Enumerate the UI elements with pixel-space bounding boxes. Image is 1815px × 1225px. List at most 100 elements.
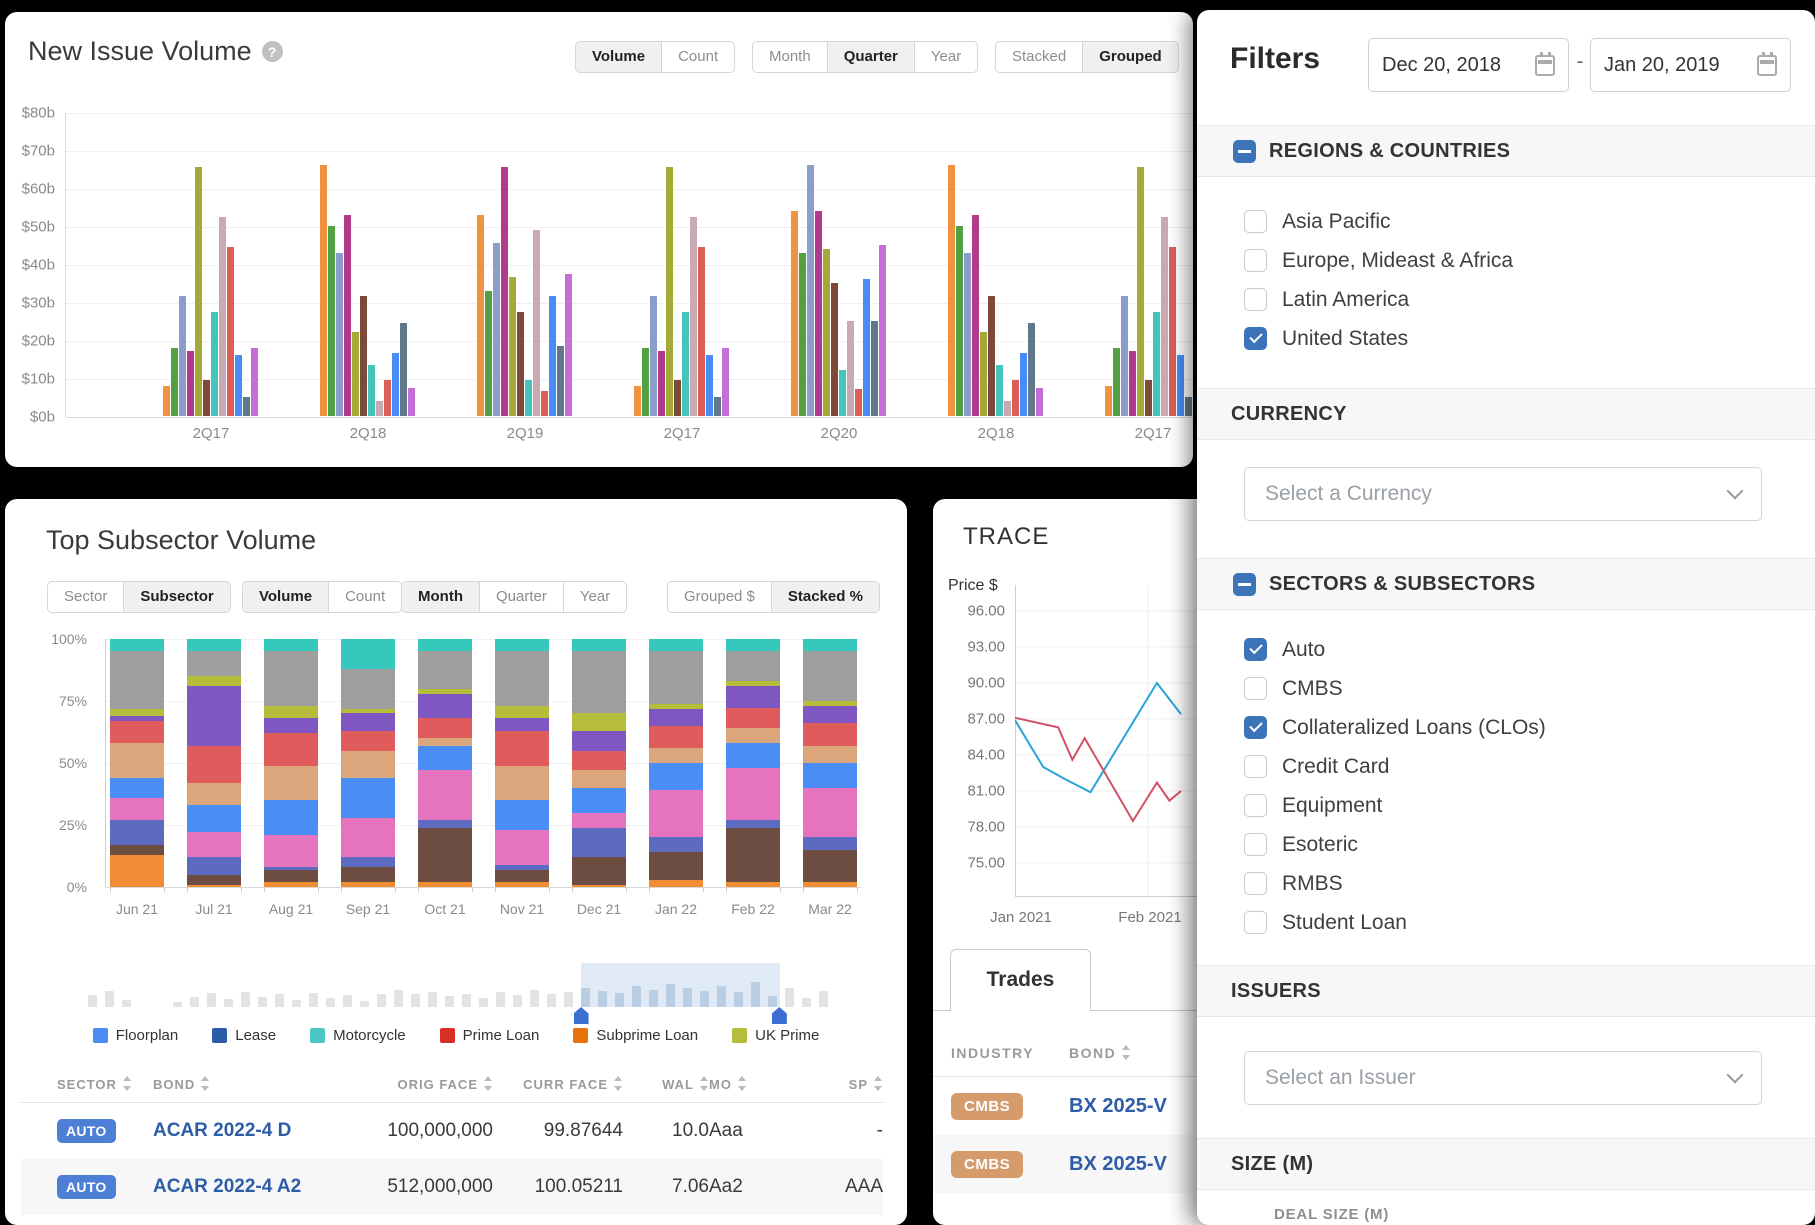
checkbox-row-asia-pacific[interactable]: Asia Pacific [1244, 207, 1391, 236]
filters-title: Filters [1230, 42, 1321, 75]
checkbox-checked[interactable] [1244, 716, 1267, 739]
checkbox-row-credit-card[interactable]: Credit Card [1244, 752, 1389, 781]
checkbox-checked[interactable] [1244, 327, 1267, 350]
calendar-icon[interactable] [1757, 51, 1777, 76]
sort-icon[interactable] [1122, 1044, 1131, 1060]
checkbox-unchecked[interactable] [1244, 677, 1267, 700]
chart-range-minimap[interactable] [88, 963, 840, 1025]
help-icon[interactable]: ? [261, 41, 283, 62]
date-from-input[interactable]: Dec 20, 2018 [1368, 38, 1569, 92]
bond-link[interactable]: ACAR 2022-4 D [153, 1120, 292, 1141]
column-header-bond[interactable]: BOND [153, 1075, 365, 1092]
segment-feb-22-segment-11 [726, 639, 780, 652]
checkbox-row-auto[interactable]: Auto [1244, 635, 1325, 664]
checkbox-row-equipment[interactable]: Equipment [1244, 791, 1382, 820]
toggle-option-count[interactable]: Count [328, 582, 401, 612]
bar-series-7 [368, 364, 375, 416]
collapse-icon[interactable] [1233, 572, 1256, 596]
bar-series-2 [1113, 347, 1120, 416]
toggle-option-grouped[interactable]: Grouped $ [684, 588, 755, 605]
toggle-option-quarter[interactable]: Quarter [478, 582, 563, 612]
toggle-option-quarter[interactable]: Quarter [826, 42, 914, 72]
column-header-wal[interactable]: WAL [623, 1075, 709, 1092]
checkbox-row-collateralized-loans-clos[interactable]: Collateralized Loans (CLOs) [1244, 713, 1546, 742]
stacked-bar-jul-21[interactable] [187, 639, 241, 887]
bar-series-3 [179, 296, 186, 416]
sort-icon[interactable] [614, 1075, 623, 1091]
trades-row[interactable]: CMBS BX 2025-V [933, 1077, 1545, 1135]
toggle-option-volume[interactable]: Volume [576, 42, 662, 72]
bond-link[interactable]: BX 2025-V [1069, 1094, 1167, 1117]
checkbox-row-latin-america[interactable]: Latin America [1244, 285, 1409, 314]
column-header-label: ORIG FACE [397, 1076, 478, 1092]
toggle-option-month[interactable]: Month [402, 582, 479, 612]
minimap-handle-right[interactable] [771, 1007, 787, 1024]
checkbox-unchecked[interactable] [1244, 755, 1267, 778]
checkbox-unchecked[interactable] [1244, 288, 1267, 311]
checkbox-unchecked[interactable] [1244, 210, 1267, 233]
column-header-mo[interactable]: MO [709, 1075, 799, 1092]
checkbox-unchecked[interactable] [1244, 249, 1267, 272]
column-header-industry[interactable]: INDUSTRY [951, 1045, 1069, 1061]
minimap-selection-window[interactable] [580, 963, 780, 1007]
issuer-select[interactable]: Select an Issuer [1244, 1051, 1762, 1105]
column-header-bond[interactable]: BOND [1069, 1044, 1369, 1061]
collapse-icon[interactable] [1233, 139, 1256, 163]
toggle-option-grouped[interactable]: Grouped [1082, 42, 1178, 72]
sort-icon[interactable] [122, 1075, 132, 1091]
currency-select[interactable]: Select a Currency [1244, 467, 1762, 521]
bond-link[interactable]: ACAR 2022-4 A2 [153, 1176, 302, 1197]
column-header-sector[interactable]: SECTOR [57, 1075, 153, 1092]
toggle-option-stacked[interactable]: Stacked [1012, 48, 1067, 65]
bar-series-2 [171, 347, 178, 416]
minimap-handle-left[interactable] [573, 1007, 589, 1024]
stacked-bar-aug-21[interactable] [264, 639, 318, 887]
date-to-input[interactable]: Jan 20, 2019 [1590, 38, 1791, 92]
checkbox-checked[interactable] [1244, 638, 1267, 661]
sort-icon[interactable] [700, 1075, 709, 1091]
checkbox-row-student-loan[interactable]: Student Loan [1244, 908, 1407, 937]
checkbox-row-europe-mideast-africa[interactable]: Europe, Mideast & Africa [1244, 246, 1513, 275]
table-row[interactable]: AUTO ACAR 2022-4 D 100,000,000 99.87644 10.0… [21, 1103, 883, 1159]
checkbox-row-esoteric[interactable]: Esoteric [1244, 830, 1358, 859]
toggle-option-month[interactable]: Month [769, 48, 811, 65]
toggle-option-count[interactable]: Count [661, 42, 734, 72]
stacked-bar-sep-21[interactable] [341, 639, 395, 887]
column-header-curr-face[interactable]: CURR FACE [493, 1075, 623, 1092]
column-header-label: WAL [662, 1076, 694, 1092]
bar-group-2q17 [1105, 167, 1193, 416]
tab-trades[interactable]: Trades [950, 949, 1091, 1011]
toggle-option-subsector[interactable]: Subsector [123, 582, 230, 612]
stacked-bar-jan-22[interactable] [649, 639, 703, 887]
stacked-bar-mar-22[interactable] [803, 639, 857, 887]
checkbox-unchecked[interactable] [1244, 794, 1267, 817]
checkbox-row-united-states[interactable]: United States [1244, 324, 1408, 353]
stacked-bar-nov-21[interactable] [495, 639, 549, 887]
stacked-bar-oct-21[interactable] [418, 639, 472, 887]
toggle-option-volume[interactable]: Volume [243, 582, 329, 612]
checkbox-unchecked[interactable] [1244, 833, 1267, 856]
x-axis-label: Jan 2021 [990, 909, 1052, 926]
minimap-bar [377, 994, 386, 1007]
bond-link[interactable]: BX 2025-V [1069, 1152, 1167, 1175]
toggle-option-stacked[interactable]: Stacked % [770, 582, 879, 612]
sort-icon[interactable] [484, 1075, 493, 1091]
checkbox-row-cmbs[interactable]: CMBS [1244, 674, 1343, 703]
stacked-bar-dec-21[interactable] [572, 639, 626, 887]
checkbox-unchecked[interactable] [1244, 911, 1267, 934]
stacked-bar-feb-22[interactable] [726, 639, 780, 887]
column-header-sp[interactable]: SP [799, 1075, 883, 1092]
toggle-option-year[interactable]: Year [562, 582, 626, 612]
calendar-icon[interactable] [1535, 51, 1555, 76]
toggle-option-year[interactable]: Year [913, 42, 977, 72]
toggle-option-sector[interactable]: Sector [64, 588, 108, 605]
gridline [106, 887, 861, 888]
sort-icon[interactable] [874, 1075, 883, 1091]
stacked-bar-jun-21[interactable] [110, 639, 164, 887]
column-header-orig-face[interactable]: ORIG FACE [365, 1075, 493, 1092]
sort-icon[interactable] [737, 1075, 747, 1091]
checkbox-unchecked[interactable] [1244, 872, 1267, 895]
checkbox-row-rmbs[interactable]: RMBS [1244, 869, 1343, 898]
sort-icon[interactable] [201, 1075, 210, 1091]
table-row[interactable]: AUTO ACAR 2022-4 A2 512,000,000 100.05211 7.… [21, 1159, 883, 1215]
